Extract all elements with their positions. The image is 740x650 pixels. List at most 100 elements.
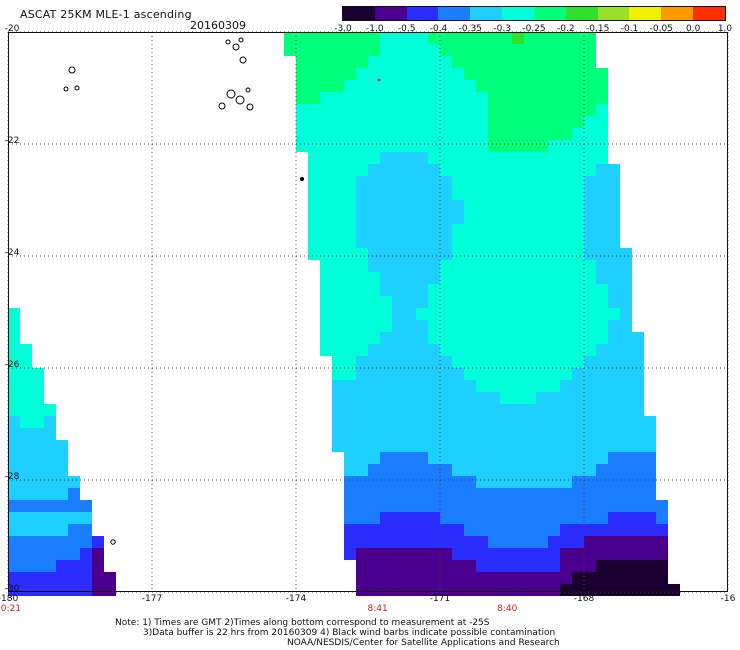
west-swath-cell [32, 428, 44, 440]
central-swath-cell [464, 296, 476, 308]
central-swath-cell [392, 224, 404, 236]
central-swath-cell [392, 200, 404, 212]
central-swath-cell [344, 140, 356, 152]
central-swath-cell [536, 356, 548, 368]
central-swath-cell [416, 560, 428, 572]
central-swath-cell [476, 332, 488, 344]
central-swath-cell [452, 452, 464, 464]
central-swath-cell [380, 476, 392, 488]
central-swath-cell [488, 272, 500, 284]
central-swath-cell [404, 260, 416, 272]
central-swath-cell [524, 236, 536, 248]
central-swath-cell [644, 536, 656, 548]
central-swath-cell [380, 296, 392, 308]
central-swath-cell [488, 188, 500, 200]
central-swath-cell [476, 236, 488, 248]
central-swath-cell [500, 104, 512, 116]
central-swath-cell [344, 200, 356, 212]
central-swath-cell [500, 524, 512, 536]
central-swath-cell [380, 224, 392, 236]
central-swath-cell [488, 332, 500, 344]
west-swath-cell [56, 476, 68, 488]
central-swath-cell [344, 296, 356, 308]
central-swath-cell [452, 92, 464, 104]
central-swath-cell [332, 356, 344, 368]
central-swath-cell [560, 512, 572, 524]
central-swath-cell [524, 200, 536, 212]
central-swath-cell [428, 476, 440, 488]
west-swath-cell [20, 572, 32, 584]
central-swath-cell [428, 248, 440, 260]
central-swath-cell [392, 272, 404, 284]
central-swath-cell [404, 272, 416, 284]
central-swath-cell [572, 500, 584, 512]
central-swath-cell [548, 500, 560, 512]
central-swath-cell [392, 524, 404, 536]
plot-title: ASCAT 25KM MLE-1 ascending [20, 8, 192, 21]
central-swath-cell [608, 368, 620, 380]
central-swath-cell [404, 140, 416, 152]
central-swath-cell [572, 524, 584, 536]
central-swath-cell [428, 584, 440, 596]
central-swath-cell [356, 356, 368, 368]
central-swath-cell [380, 584, 392, 596]
west-swath-cell [20, 440, 32, 452]
central-swath-cell [440, 440, 452, 452]
central-swath-cell [440, 212, 452, 224]
central-swath-cell [596, 452, 608, 464]
central-swath-cell [512, 128, 524, 140]
central-swath-cell [548, 140, 560, 152]
central-swath-cell [476, 212, 488, 224]
central-swath-cell [440, 464, 452, 476]
central-swath-cell [440, 512, 452, 524]
central-swath-cell [500, 476, 512, 488]
central-swath-cell [572, 284, 584, 296]
west-swath-cell [44, 548, 56, 560]
central-swath-cell [476, 416, 488, 428]
central-swath-cell [524, 128, 536, 140]
central-swath-cell [404, 380, 416, 392]
central-swath-cell [476, 272, 488, 284]
central-swath-cell [464, 224, 476, 236]
central-swath-cell [524, 32, 536, 44]
central-swath-cell [392, 188, 404, 200]
central-swath-cell [524, 296, 536, 308]
central-swath-cell [632, 344, 644, 356]
central-swath-cell [440, 92, 452, 104]
central-swath-cell [524, 308, 536, 320]
central-swath-cell [320, 104, 332, 116]
lat-tick-label: -22 [4, 136, 20, 146]
central-swath-cell [584, 464, 596, 476]
central-swath-cell [572, 512, 584, 524]
central-swath-cell [476, 512, 488, 524]
central-swath-cell [584, 500, 596, 512]
west-swath-cell [80, 512, 92, 524]
central-swath-cell [512, 524, 524, 536]
central-swath-cell [452, 284, 464, 296]
central-swath-cell [428, 392, 440, 404]
central-swath-cell [476, 500, 488, 512]
central-swath-cell [452, 260, 464, 272]
central-swath-cell [404, 68, 416, 80]
central-swath-cell [404, 584, 416, 596]
central-swath-cell [344, 440, 356, 452]
central-swath-cell [404, 368, 416, 380]
central-swath-cell [536, 488, 548, 500]
central-swath-cell [416, 176, 428, 188]
central-swath-cell [392, 176, 404, 188]
central-swath-cell [476, 248, 488, 260]
central-swath-cell [572, 464, 584, 476]
central-swath-cell [380, 440, 392, 452]
central-swath-cell [524, 140, 536, 152]
central-swath-cell [452, 344, 464, 356]
west-swath-cell [8, 512, 20, 524]
central-swath-cell [404, 248, 416, 260]
central-swath-cell [392, 320, 404, 332]
central-swath-cell [632, 512, 644, 524]
central-swath-cell [320, 248, 332, 260]
central-swath-cell [536, 320, 548, 332]
central-swath-cell [500, 368, 512, 380]
central-swath-cell [416, 584, 428, 596]
central-swath-cell [440, 80, 452, 92]
central-swath-cell [548, 32, 560, 44]
